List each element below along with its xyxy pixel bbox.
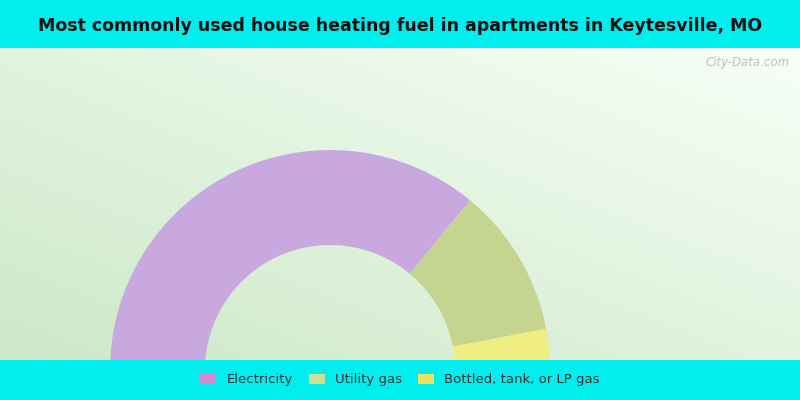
Text: Most commonly used house heating fuel in apartments in Keytesville, MO: Most commonly used house heating fuel in… bbox=[38, 17, 762, 35]
Text: City-Data.com: City-Data.com bbox=[706, 56, 790, 69]
Legend: Electricity, Utility gas, Bottled, tank, or LP gas: Electricity, Utility gas, Bottled, tank,… bbox=[195, 368, 605, 392]
Wedge shape bbox=[110, 150, 470, 370]
Wedge shape bbox=[410, 200, 546, 346]
Wedge shape bbox=[453, 329, 550, 370]
